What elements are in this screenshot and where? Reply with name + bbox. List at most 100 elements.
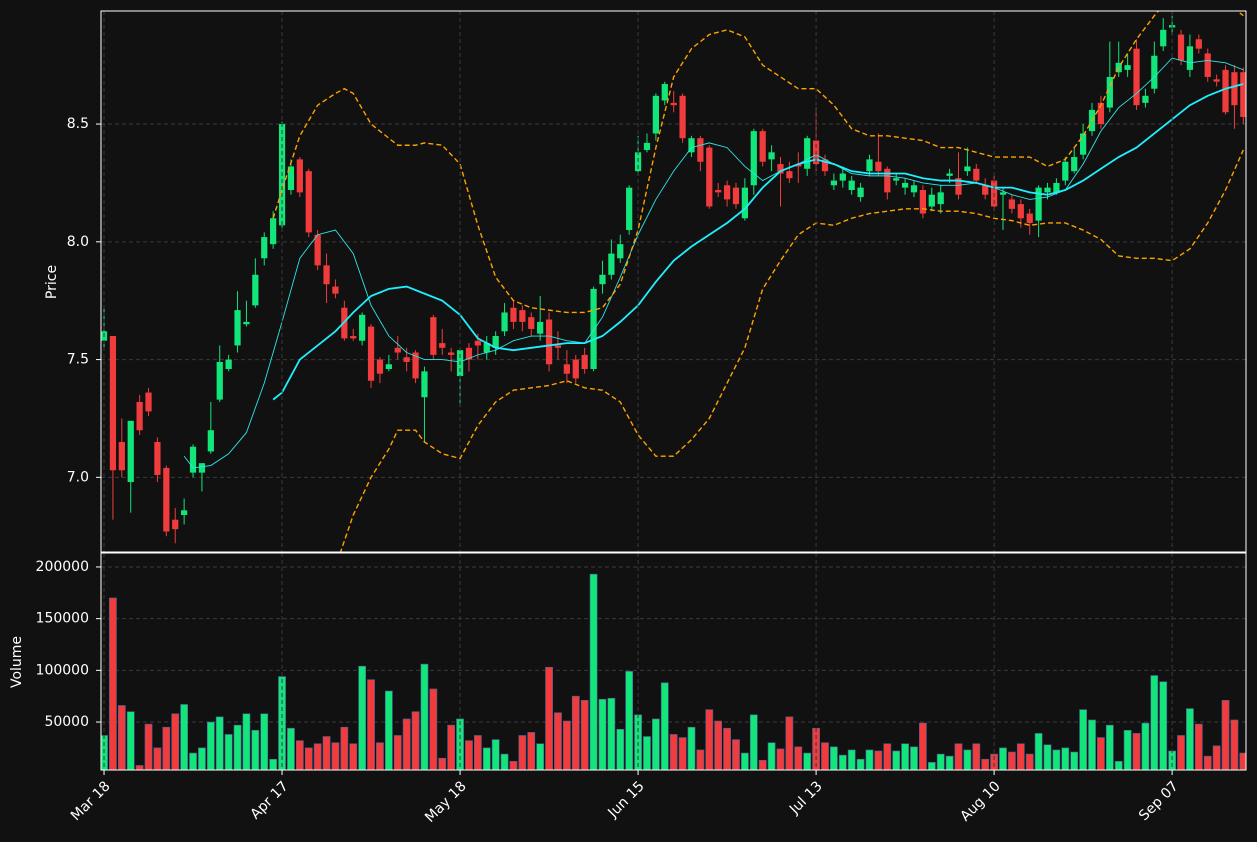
candle-body <box>688 138 695 153</box>
candle-body <box>1195 39 1202 49</box>
candle-body <box>919 189 927 214</box>
volume-bar <box>153 747 162 770</box>
candle-body <box>1017 204 1024 219</box>
candle-body <box>127 420 134 483</box>
volume-bar <box>295 740 304 770</box>
candle-body <box>145 392 152 412</box>
candle-body <box>901 182 909 188</box>
candle-body <box>216 361 223 400</box>
volume-bar <box>776 748 785 770</box>
candle-body <box>884 168 891 193</box>
volume-bar <box>1212 745 1221 770</box>
volume-bar <box>465 740 473 770</box>
volume-bar <box>749 714 758 770</box>
volume-bar <box>109 597 117 770</box>
volume-bar <box>1239 752 1246 770</box>
volume-bar <box>972 743 981 770</box>
volume-bar <box>1070 751 1079 770</box>
candle-body <box>572 359 579 379</box>
candle-body <box>510 307 517 322</box>
candle-body <box>332 286 339 294</box>
candle-body <box>839 173 846 181</box>
volume-bar <box>563 720 571 770</box>
volume-bar <box>643 736 651 770</box>
volume-bar <box>1114 761 1123 770</box>
volume-bar <box>1123 730 1132 770</box>
volume-bar <box>1203 755 1212 770</box>
candle-body <box>1079 133 1087 155</box>
y-axis-label: Volume <box>9 636 25 688</box>
volume-bar <box>402 718 411 770</box>
candle-body <box>403 357 410 362</box>
candle-body <box>706 147 713 207</box>
volume-bar <box>625 671 634 770</box>
volume-bar <box>447 724 456 770</box>
axes-frame <box>100 552 1247 771</box>
volume-bar <box>349 743 358 770</box>
volume-bar <box>892 750 901 770</box>
candle-body <box>893 178 900 181</box>
candle-body <box>697 138 704 162</box>
candle-body <box>590 288 597 369</box>
volume-bar <box>287 727 295 770</box>
volume-bar <box>1016 743 1025 770</box>
volume-bar <box>322 736 331 770</box>
candle-body <box>1142 95 1149 103</box>
volume-bar <box>794 746 803 770</box>
candle-body <box>670 102 677 106</box>
volume-bar <box>429 688 438 770</box>
candle-body <box>296 159 303 193</box>
candle-body <box>768 152 775 160</box>
candle-body <box>261 237 268 259</box>
volume-bar <box>705 709 714 770</box>
volume-bar <box>669 734 678 770</box>
candle-body <box>1222 69 1229 113</box>
volume-bar <box>242 713 251 770</box>
y-tick-label: 150000 <box>36 611 89 627</box>
candle-body <box>252 274 259 306</box>
volume-bar <box>411 711 420 770</box>
candle-body <box>172 519 179 530</box>
volume-bar <box>847 749 856 770</box>
volume-bar <box>189 752 197 770</box>
volume-bar <box>1043 744 1052 770</box>
candle-body <box>537 321 544 334</box>
candle-body <box>412 352 419 379</box>
candle-body <box>1160 29 1167 47</box>
candle-body <box>359 314 366 341</box>
candle-body <box>1008 199 1016 209</box>
volume-bar <box>376 742 384 770</box>
y-tick-label: 8.5 <box>67 116 89 132</box>
volume-bar <box>1132 733 1141 770</box>
volume-bar <box>1079 709 1087 770</box>
candle-body <box>1124 65 1131 70</box>
volume-bar <box>1150 675 1159 770</box>
candle-body <box>973 168 980 181</box>
candle-body <box>857 187 864 198</box>
candle-body <box>305 171 312 233</box>
volume-bar <box>981 758 990 770</box>
indicator-line <box>272 11 1244 314</box>
candle-body <box>1186 46 1194 70</box>
volume-bar <box>500 753 509 770</box>
candle-body <box>367 326 375 381</box>
volume-bar <box>830 746 838 770</box>
volume-bar <box>874 750 883 770</box>
candle-body <box>661 84 668 101</box>
volume-bar <box>545 666 553 770</box>
volume-bar <box>1034 733 1043 770</box>
candle-body <box>376 359 384 374</box>
volume-bar <box>856 758 865 770</box>
candle-body <box>937 192 944 205</box>
volume-bar <box>990 753 998 770</box>
candle-body <box>777 164 784 174</box>
candle-body <box>439 343 446 348</box>
volume-bar <box>126 711 135 770</box>
volume-bar <box>180 704 188 770</box>
volume-bar <box>1194 723 1203 770</box>
candle-body <box>198 463 206 473</box>
volume-bar <box>598 698 607 770</box>
volume-bar <box>554 712 562 770</box>
volume-bar <box>883 743 892 770</box>
